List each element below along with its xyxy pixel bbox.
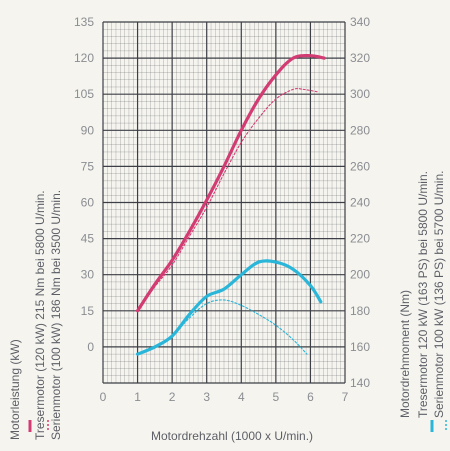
x-tick-label: 7 [342, 390, 349, 404]
right-tick-label: 340 [350, 15, 370, 29]
right-tick-label: 180 [350, 304, 370, 318]
left-tick-label: 45 [81, 232, 95, 246]
left-tick-label: 135 [74, 15, 94, 29]
x-tick-label: 6 [307, 390, 314, 404]
left-tick-label: 75 [81, 159, 95, 173]
right-tick-label: 320 [350, 51, 370, 65]
x-tick-label: 0 [100, 390, 107, 404]
left-legend-tresermotor: Tresermotor (120 kW) 215 Nm bei 5800 U/m… [33, 190, 47, 440]
right-tick-label: 200 [350, 268, 370, 282]
left-tick-label: 105 [74, 87, 94, 101]
right-tick-label: 260 [350, 159, 370, 173]
right-tick-label: 220 [350, 232, 370, 246]
right-legend-serienmotor: Serienmotor 100 kW (136 PS) bei 5700 U/m… [432, 171, 446, 418]
right-tick-label: 240 [350, 196, 370, 210]
x-tick-label: 5 [273, 390, 280, 404]
power-serienmotor-line [137, 88, 318, 312]
right-tick-label: 140 [350, 376, 370, 390]
x-tick-label: 3 [203, 390, 210, 404]
left-legend-serienmotor: Serienmotor (100 kW) 186 Nm bei 3500 U/m… [49, 190, 63, 440]
right-tick-label: 160 [350, 340, 370, 354]
x-axis-title: Motordrehzahl (1000 x U/min.) [151, 429, 313, 443]
left-tick-label: 60 [81, 196, 95, 210]
right-tick-label: 280 [350, 123, 370, 137]
right-axis-title: Motordrehmoment (Nm) [398, 290, 412, 418]
x-tick-label: 2 [169, 390, 176, 404]
right-tick-label: 300 [350, 87, 370, 101]
left-tick-label: 120 [74, 51, 94, 65]
left-tick-label: 0 [87, 340, 94, 354]
left-tick-label: 90 [81, 123, 95, 137]
tick-labels: 0 1 2 3 4 5 6 701530456075901051201351401601802… [74, 15, 370, 404]
left-axis-title: Motorleistung (kW) [8, 339, 22, 440]
left-tick-label: 15 [81, 304, 95, 318]
x-tick-label: 1 [134, 390, 141, 404]
torque-serienmotor-line [137, 299, 308, 355]
right-legend-tresermotor: Tresermotor 120 kW (163 PS) bei 5800 U/m… [416, 171, 430, 418]
left-tick-label: 30 [81, 268, 95, 282]
power-tresermotor-line [135, 54, 326, 313]
series-group [135, 54, 326, 356]
x-tick-label: 4 [238, 390, 245, 404]
